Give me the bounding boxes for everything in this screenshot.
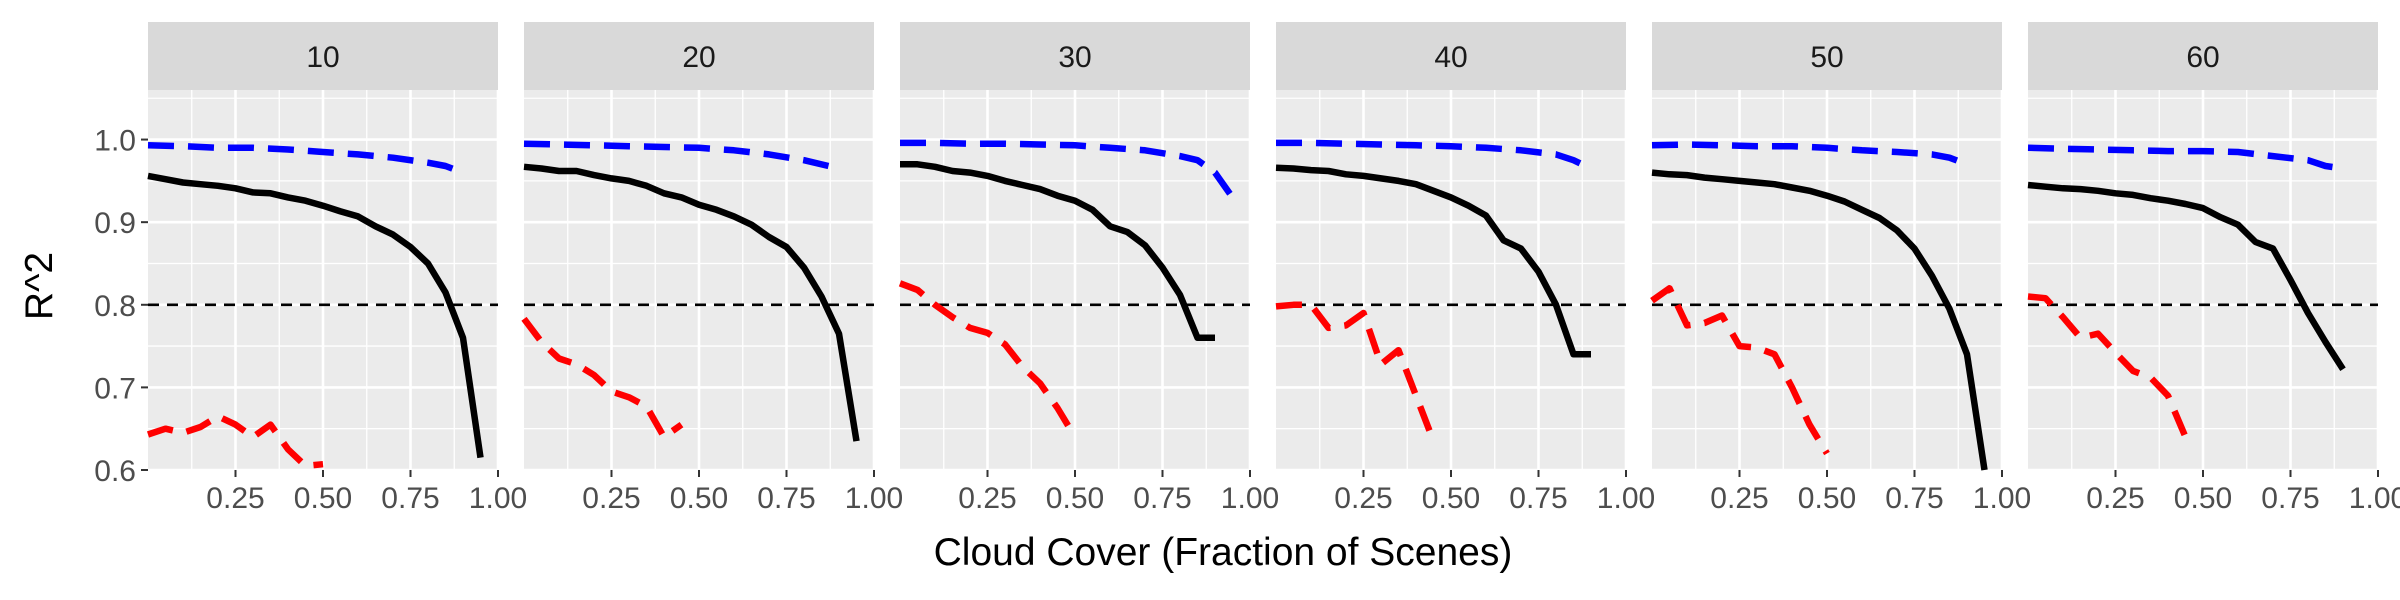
x-tick-label: 1.00 <box>1597 482 1655 515</box>
facet-panels: 10 0.25 0.50 0.75 1.00 20 0.25 0.50 0.75 1.00 30 0.… <box>146 22 2400 515</box>
y-axis-title: R^2 <box>18 252 61 320</box>
facet-strip-label: 10 <box>306 41 339 74</box>
blue-series-line <box>2027 144 2344 172</box>
x-tick-label: 0.50 <box>1798 482 1856 515</box>
x-tick-label: 1.00 <box>2349 482 2400 515</box>
black-series-line <box>900 161 1215 342</box>
red-series-line <box>1275 301 1437 443</box>
facet-strip <box>1276 22 1626 90</box>
facet-panel: 60 0.25 0.50 0.75 1.00 <box>2027 22 2400 515</box>
y-tick-label: 0.7 <box>94 372 136 405</box>
blue-series-line <box>900 139 1236 200</box>
x-tick-label: 0.50 <box>670 482 728 515</box>
y-tick-label: 0.6 <box>94 455 136 488</box>
black-series-line <box>1651 169 1988 471</box>
x-tick-label: 0.25 <box>1710 482 1768 515</box>
x-tick-label: 0.25 <box>1334 482 1392 515</box>
blue-series-line <box>1651 141 1969 168</box>
y-tick-label: 0.9 <box>94 207 136 240</box>
x-tick-label: 1.00 <box>1221 482 1279 515</box>
blue-series-line <box>1276 139 1593 172</box>
facet-strip-label: 40 <box>1434 41 1467 74</box>
red-series-line <box>521 316 684 441</box>
x-axis-title: Cloud Cover (Fraction of Scenes) <box>934 531 1513 574</box>
facet-panel: 30 0.25 0.50 0.75 1.00 <box>898 22 1279 515</box>
y-axis: 0.6 0.7 0.8 0.9 1.0 <box>94 125 148 488</box>
facet-strip <box>900 22 1250 90</box>
x-tick-label: 0.50 <box>2174 482 2232 515</box>
x-tick-label: 0.75 <box>1509 482 1567 515</box>
y-tick-label: 0.8 <box>94 290 136 323</box>
red-series-line <box>2027 293 2189 439</box>
facet-strip-label: 60 <box>2186 41 2219 74</box>
facet-panel: 50 0.25 0.50 0.75 1.00 <box>1650 22 2031 515</box>
facet-panel: 20 0.25 0.50 0.75 1.00 <box>521 22 903 515</box>
blue-series-line <box>523 140 840 172</box>
x-tick-label: 1.00 <box>1973 482 2031 515</box>
facet-strip-label: 50 <box>1810 41 1843 74</box>
x-tick-label: 0.25 <box>206 482 264 515</box>
facet-panel: 10 0.25 0.50 0.75 1.00 <box>146 22 527 515</box>
x-tick-label: 0.75 <box>1133 482 1191 515</box>
facet-strip <box>524 22 874 90</box>
facet-strip-label: 20 <box>682 41 715 74</box>
x-tick-label: 0.75 <box>757 482 815 515</box>
black-series-line <box>523 163 860 442</box>
x-tick-label: 0.25 <box>2086 482 2144 515</box>
facet-strip <box>1652 22 2002 90</box>
red-series-line <box>1650 285 1830 456</box>
red-series-line <box>898 280 1078 439</box>
x-tick-label: 0.25 <box>582 482 640 515</box>
facet-panel: 40 0.25 0.50 0.75 1.00 <box>1275 22 1655 515</box>
black-series-line <box>147 172 484 459</box>
blue-series-line <box>147 142 465 176</box>
x-tick-label: 0.25 <box>958 482 1016 515</box>
black-series-line <box>2027 181 2346 371</box>
x-tick-label: 1.00 <box>845 482 903 515</box>
facet-strip <box>148 22 498 90</box>
x-tick-label: 0.75 <box>381 482 439 515</box>
x-tick-label: 1.00 <box>469 482 527 515</box>
x-tick-label: 0.50 <box>1422 482 1480 515</box>
x-tick-label: 0.75 <box>2261 482 2319 515</box>
x-tick-label: 0.50 <box>1046 482 1104 515</box>
facet-strip-label: 30 <box>1058 41 1091 74</box>
x-tick-label: 0.50 <box>294 482 352 515</box>
facet-strip <box>2028 22 2378 90</box>
x-tick-label: 0.75 <box>1885 482 1943 515</box>
red-series-line <box>146 413 324 470</box>
y-tick-label: 1.0 <box>94 125 136 158</box>
black-series-line <box>1275 164 1591 358</box>
